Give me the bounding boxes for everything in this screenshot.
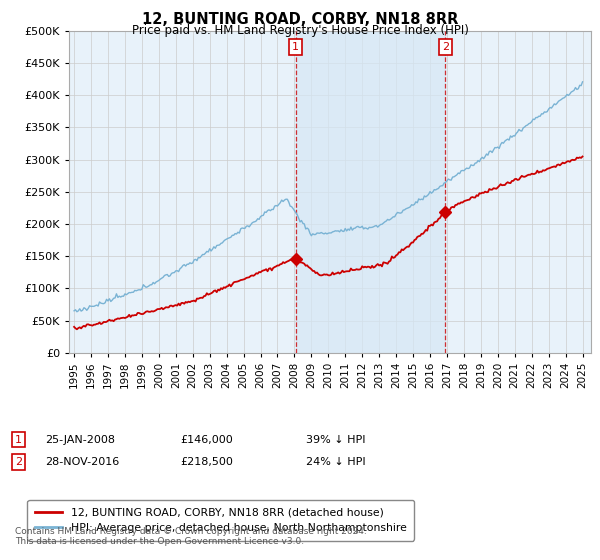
Text: 24% ↓ HPI: 24% ↓ HPI <box>306 457 365 467</box>
Text: 2: 2 <box>442 42 449 52</box>
Text: Price paid vs. HM Land Registry's House Price Index (HPI): Price paid vs. HM Land Registry's House … <box>131 24 469 36</box>
Text: £146,000: £146,000 <box>180 435 233 445</box>
Text: 1: 1 <box>292 42 299 52</box>
Text: Contains HM Land Registry data © Crown copyright and database right 2024.
This d: Contains HM Land Registry data © Crown c… <box>15 526 367 546</box>
Text: 2: 2 <box>15 457 22 467</box>
Legend: 12, BUNTING ROAD, CORBY, NN18 8RR (detached house), HPI: Average price, detached: 12, BUNTING ROAD, CORBY, NN18 8RR (detac… <box>28 500 414 540</box>
Text: 25-JAN-2008: 25-JAN-2008 <box>45 435 115 445</box>
Text: 1: 1 <box>15 435 22 445</box>
Text: £218,500: £218,500 <box>180 457 233 467</box>
Text: 12, BUNTING ROAD, CORBY, NN18 8RR: 12, BUNTING ROAD, CORBY, NN18 8RR <box>142 12 458 27</box>
Bar <box>296 31 445 353</box>
Text: 39% ↓ HPI: 39% ↓ HPI <box>306 435 365 445</box>
Text: 28-NOV-2016: 28-NOV-2016 <box>45 457 119 467</box>
